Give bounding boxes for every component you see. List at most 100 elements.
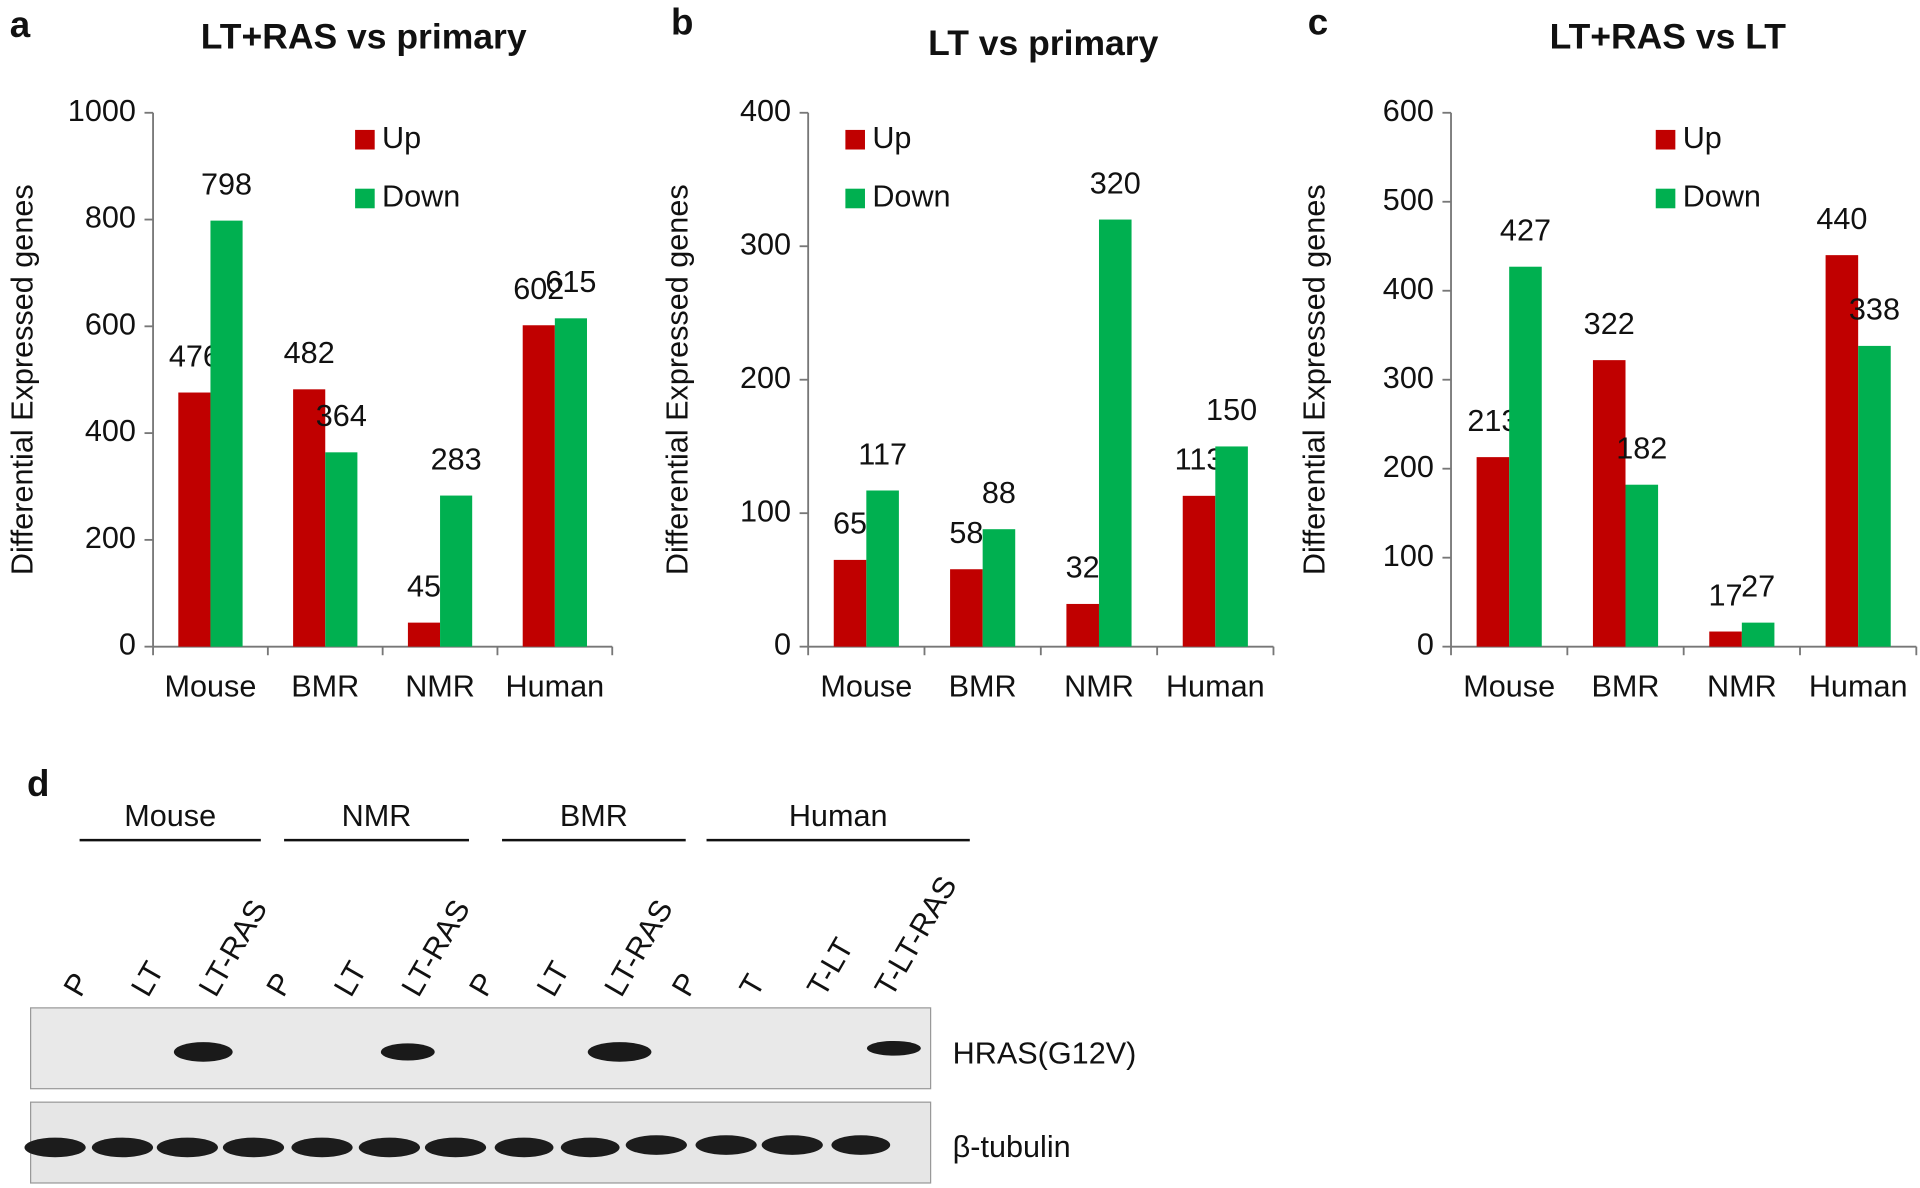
value-label: 615 [545,265,596,299]
bar [178,392,211,647]
bar [1066,603,1099,647]
value-label: 440 [1816,202,1867,236]
group-label: BMR [560,799,628,833]
legend-label: Down [382,180,460,214]
panel-label: a [10,4,31,45]
legend-label: Up [872,121,911,155]
y-tick-label: 500 [1383,183,1434,217]
bar [325,452,358,647]
bar [293,389,326,647]
x-tick-label: BMR [949,669,1017,703]
bar [1592,360,1626,647]
bar [950,569,983,647]
lane-label: P [57,967,97,1002]
legend-label: Down [872,180,950,214]
legend-swatch [1655,188,1676,209]
chart-title: LT vs primary [928,23,1158,63]
bar [866,490,899,647]
x-tick-label: Human [1166,669,1265,703]
lane-label: P [260,967,300,1002]
value-label: 182 [1616,432,1667,466]
x-tick-label: NMR [405,669,475,703]
lane-label: LT [327,956,373,1002]
bar [1709,631,1742,647]
bar [1215,446,1248,647]
lane-label: T-LT-RAS [868,871,963,1002]
bar [1098,219,1132,647]
lane-label: T-LT [801,932,861,1002]
legend-swatch [355,188,375,209]
value-label: 117 [858,437,907,471]
row-label: HRAS(G12V) [953,1037,1137,1071]
value-label: 88 [982,476,1016,510]
blot-panel [30,1007,932,1090]
value-label: 65 [833,507,867,541]
x-tick-label: Human [506,669,605,703]
y-tick-label: 0 [774,628,791,662]
bar [1858,345,1891,647]
legend-label: Up [382,121,421,155]
group-label: Mouse [124,799,216,833]
x-tick-label: NMR [1064,669,1134,703]
bar [1182,495,1216,647]
y-tick-label: 600 [1383,94,1434,128]
y-tick-label: 0 [119,628,136,662]
value-label: 283 [431,442,482,476]
x-tick-label: BMR [1591,669,1659,703]
value-label: 338 [1849,293,1900,327]
value-label: 27 [1741,569,1775,603]
legend-label: Up [1683,121,1722,155]
y-tick-label: 300 [740,227,791,261]
value-label: 32 [1066,551,1100,585]
y-tick-label: 600 [85,307,136,341]
value-label: 113 [1175,443,1224,477]
y-axis-label: Differential Expressed genes [1297,184,1331,575]
y-tick-label: 100 [1383,539,1434,573]
bar [982,529,1016,647]
legend-swatch [1655,129,1676,150]
legend-label: Down [1683,180,1761,214]
bar [554,318,587,647]
bar [210,220,243,647]
bar [1476,457,1510,647]
bar [440,495,473,647]
bar [407,622,441,647]
lane-label: LT [125,956,171,1002]
value-label: 364 [316,399,367,433]
group-label: NMR [342,799,412,833]
bar [1625,484,1659,647]
y-tick-label: 200 [85,521,136,555]
lane-label: LT [530,956,576,1002]
legend-swatch [355,129,375,150]
y-tick-label: 100 [740,494,791,528]
y-axis-label: Differential Expressed genes [661,184,695,575]
x-tick-label: Mouse [820,669,912,703]
panel-label: b [671,1,693,42]
lane-label: P [665,967,705,1002]
y-tick-label: 400 [1383,272,1434,306]
value-label: 602 [513,272,564,306]
value-label: 58 [949,516,983,550]
value-label: 427 [1500,214,1551,248]
panel-label: d [27,763,49,804]
value-label: 17 [1709,578,1743,612]
y-tick-label: 200 [1383,450,1434,484]
x-tick-label: Human [1809,669,1908,703]
x-tick-label: BMR [291,669,359,703]
x-tick-label: Mouse [1463,669,1555,703]
lane-label: T [733,969,772,1002]
group-label: Human [789,799,888,833]
chart-title: LT+RAS vs LT [1550,17,1787,57]
value-label: 320 [1090,166,1141,200]
panel-label: c [1308,1,1328,42]
y-axis-label: Differential Expressed genes [6,184,40,575]
value-label: 482 [284,336,335,370]
y-tick-label: 400 [740,94,791,128]
hras-bands [173,1040,921,1062]
bar [1741,622,1775,647]
value-label: 150 [1206,393,1257,427]
bar [522,325,555,647]
y-tick-label: 0 [1417,628,1434,662]
value-label: 798 [201,167,252,201]
